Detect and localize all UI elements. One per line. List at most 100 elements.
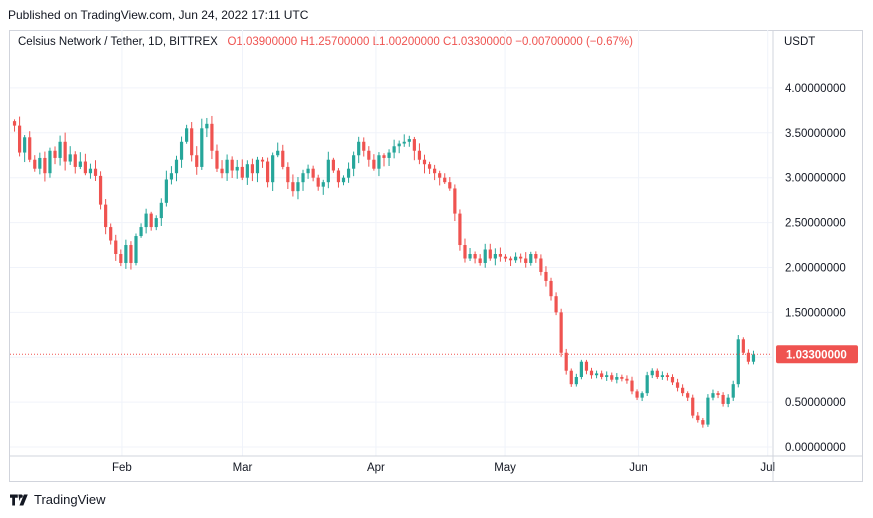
candle-body [205, 123, 209, 129]
candle-body [271, 155, 275, 183]
candle-body [665, 375, 670, 377]
candle-body [686, 393, 690, 398]
candle-body [240, 166, 244, 178]
candle-body [473, 254, 477, 259]
x-tick-label: Jun [629, 462, 648, 474]
candle-body [458, 213, 462, 246]
candle-body [159, 202, 163, 219]
candle-body [392, 146, 396, 153]
low-value: 1.00200000 [379, 36, 440, 48]
y-tick-label: 3.00000000 [785, 173, 846, 185]
candle-body [134, 236, 138, 263]
candle-body [635, 391, 639, 398]
candle-body [164, 179, 168, 203]
candle-body [220, 168, 224, 174]
candle-body [387, 152, 391, 158]
candle-body [321, 182, 325, 187]
x-tick-label: Mar [233, 462, 253, 474]
candle-body [468, 254, 472, 259]
candle-body [584, 361, 589, 371]
candle-body [346, 168, 351, 178]
candle-body [448, 182, 452, 189]
candle-body [483, 249, 487, 263]
candle-body [503, 256, 508, 259]
x-tick-label: Feb [112, 462, 132, 474]
candle-body [412, 139, 416, 151]
candle-body [711, 393, 715, 398]
candle-body [427, 164, 432, 169]
x-tick-label: Jul [760, 462, 775, 474]
candle-body [109, 227, 113, 241]
candle-body [407, 139, 411, 142]
candle-body [554, 296, 558, 313]
change-value: −0.00700000 (−0.67%) [515, 36, 633, 48]
y-tick-label: 1.50000000 [785, 307, 846, 319]
candle-body [463, 245, 467, 259]
candle-body [73, 154, 77, 167]
candle-body [453, 188, 457, 214]
candle-body [630, 380, 634, 392]
candle-body [650, 370, 654, 376]
candle-body [326, 159, 330, 183]
candle-body [736, 339, 740, 385]
candle-body [696, 415, 700, 421]
candle-body [68, 154, 72, 162]
close-label: C [443, 36, 452, 48]
candle-body [331, 159, 335, 171]
y-tick-label: 0.50000000 [785, 397, 846, 409]
footer-brand: TradingView [34, 492, 106, 507]
candle-body [104, 204, 108, 228]
symbol-name[interactable]: Celsius Network / Tether, 1D, BITTREX [18, 36, 218, 48]
candle-body [88, 168, 93, 174]
candle-body [615, 376, 619, 380]
candle-body [589, 370, 594, 376]
candle-body [124, 245, 128, 263]
candle-body [625, 378, 629, 381]
candle-body [215, 150, 219, 169]
candle-body [93, 168, 98, 176]
candle-body [741, 339, 745, 353]
chart-frame [9, 30, 863, 482]
candle-body [605, 375, 609, 377]
candle-body [519, 256, 523, 259]
tradingview-logo-icon [10, 493, 28, 506]
candle-body [443, 177, 447, 183]
candle-body [594, 373, 599, 376]
symbol-legend: Celsius Network / Tether, 1D, BITTREX O1… [18, 36, 633, 48]
candle-body [493, 254, 497, 259]
candle-body [210, 123, 214, 151]
candle-body [529, 254, 533, 263]
candle-body [620, 376, 624, 379]
candle-body [276, 150, 280, 156]
candle-body [600, 373, 604, 377]
candle-body [691, 397, 695, 416]
candle-body [306, 168, 310, 174]
candle-body [422, 159, 427, 165]
candle-body [417, 150, 422, 160]
candle-body [230, 159, 234, 171]
candle-body [721, 394, 725, 404]
candle-body [352, 155, 356, 169]
close-value: 1.03300000 [451, 36, 513, 48]
candle-body [260, 159, 265, 162]
candle-body [154, 218, 158, 228]
candle-body [316, 177, 320, 187]
y-tick-label: 2.00000000 [785, 262, 846, 274]
candle-body [382, 155, 386, 158]
candle-body [38, 157, 42, 169]
candle-body [513, 256, 518, 261]
candle-body [336, 170, 341, 183]
candle-body [53, 150, 57, 158]
candle-body [675, 382, 680, 388]
candle-body [190, 128, 194, 156]
last-price-badge [776, 345, 858, 364]
candle-body [645, 375, 649, 394]
candle-body [402, 141, 406, 144]
candle-body [169, 173, 174, 180]
tradingview-footer[interactable]: TradingView [10, 492, 106, 507]
candle-body [48, 150, 52, 174]
candle-body [544, 271, 548, 281]
candle-body [670, 376, 675, 383]
candle-body [179, 141, 184, 160]
